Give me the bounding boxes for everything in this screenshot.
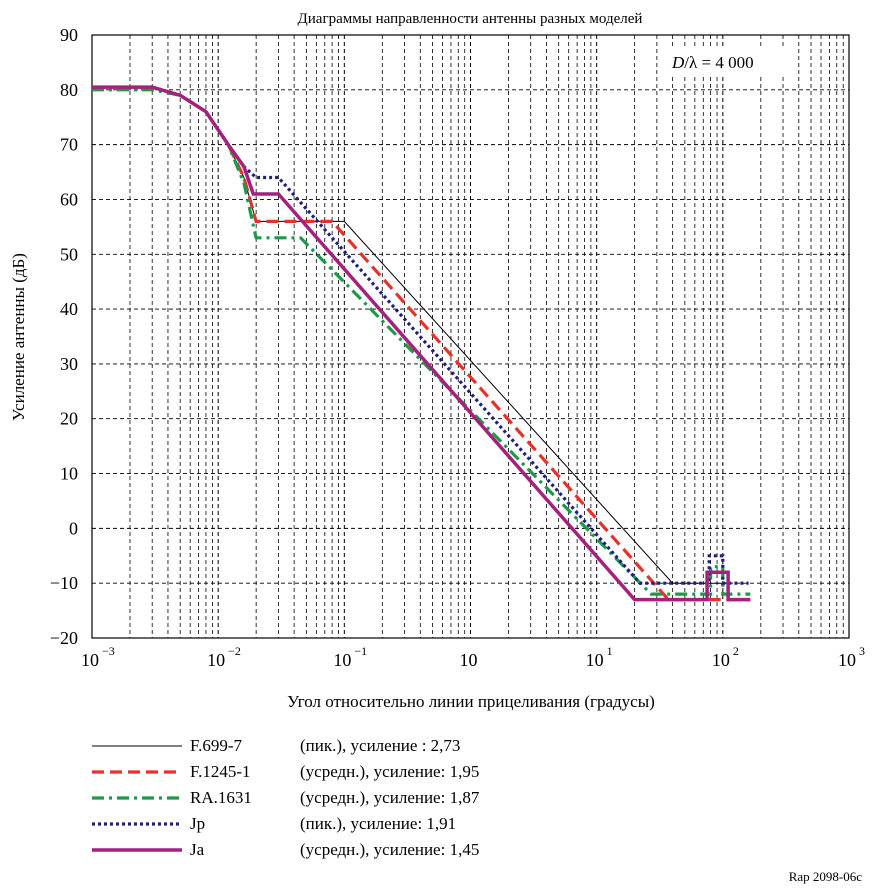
x-tick-label: 10 [460,650,478,670]
legend-entry: RA.1631 (усредн.), усиление: 1,87 [92,786,692,812]
y-tick-label: 60 [60,189,78,209]
series-line-ja [92,85,751,602]
figure-reference: Rap 2098-06c [788,869,862,884]
legend-series-description: (усредн.), усиление: 1,45 [300,840,480,859]
legend-swatch [92,745,182,747]
legend-entry: F.699-7 (пик.), усиление : 2,73 [92,734,692,760]
legend-series-name: F.1245-1 [190,762,251,781]
y-tick-label: 30 [60,354,78,374]
y-tick-label: 80 [60,80,78,100]
legend-series-name: Ja [190,840,205,859]
legend: F.699-7 (пик.), усиление : 2,73 F.1245-1 (у… [92,734,692,864]
x-tick-labels: 10 −3 10 −2 10 −1 10 10 1 10 2 10 3 [81,644,865,670]
y-tick-label: 10 [60,464,78,484]
x-tick-label: 10 [838,650,856,670]
x-tick-base: 10 [333,650,351,670]
legend-series-name: RA.1631 [190,788,252,807]
x-tick-base: 10 [460,650,478,670]
y-tick-label: −10 [50,573,78,593]
plot-frame [91,34,850,639]
y-tick-labels: −20 −10 0 10 20 30 40 50 60 70 80 90 [50,25,78,648]
y-axis-label: Усиление антенны (дБ) [9,253,28,421]
y-tick-label: 90 [60,25,78,45]
legend-entry: Jp (пик.), усиление: 1,91 [92,812,692,838]
x-tick-exponent: −1 [354,644,367,658]
chart-title: Диаграммы направленности антенны разных … [298,11,643,27]
x-tick-base: 10 [838,650,856,670]
annotation: D/λ = 4 000 [671,53,754,72]
y-tick-label: 70 [60,135,78,155]
y-tick-label: 0 [69,518,78,538]
y-tick-label: 20 [60,409,78,429]
x-tick-exponent: −3 [102,644,115,658]
legend-swatch [92,770,182,774]
y-tick-label: −20 [50,628,78,648]
legend-series-description: (усредн.), усиление: 1,95 [300,762,480,781]
series-line-f-1245-1 [92,85,751,602]
annotation-d: D [671,53,685,72]
legend-series-name: Jp [190,814,206,833]
series-line-jp [92,85,749,585]
x-tick-label: 10 [81,650,99,670]
x-axis-label: Угол относительно линии прицеливания (гр… [287,692,655,711]
legend-series-description: (пик.), усиление : 2,73 [300,736,461,755]
legend-swatch [92,796,182,800]
legend-entry: F.1245-1 (усредн.), усиление: 1,95 [92,760,692,786]
legend-series-description: (усредн.), усиление: 1,87 [300,788,480,807]
legend-swatch [92,822,182,826]
annotation-ratio: /λ = 4 000 [684,53,753,72]
y-tick-label: 50 [60,244,78,264]
x-tick-exponent: 1 [607,644,613,658]
series-line-f-699-7 [92,86,729,584]
x-tick-exponent: 3 [859,644,865,658]
y-tick-label: 40 [60,299,78,319]
x-tick-base: 10 [81,650,99,670]
x-tick-base: 10 [207,650,225,670]
x-tick-label: 10 [207,650,225,670]
series-line-ra-1631 [92,88,751,596]
x-tick-exponent: −2 [228,644,241,658]
legend-swatch [92,848,182,852]
legend-series-name: F.699-7 [190,736,243,755]
series-layer [92,85,751,602]
annotation-box [664,46,794,76]
x-tick-label: 10 [333,650,351,670]
grid [92,35,849,638]
x-tick-base: 10 [712,650,730,670]
legend-entry: Ja (усредн.), усиление: 1,45 [92,838,692,864]
legend-series-description: (пик.), усиление: 1,91 [300,814,457,833]
x-tick-label: 10 [586,650,604,670]
x-tick-base: 10 [586,650,604,670]
x-tick-exponent: 2 [733,644,739,658]
x-tick-label: 10 [712,650,730,670]
